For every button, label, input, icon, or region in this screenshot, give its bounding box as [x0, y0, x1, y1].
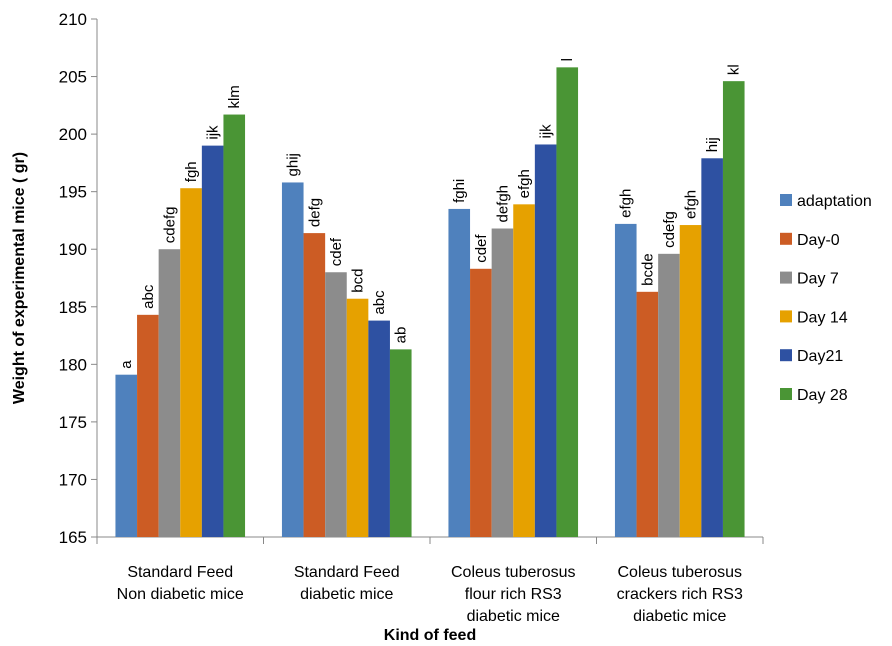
bar-significance-label: cdefg	[161, 207, 178, 244]
bar	[180, 188, 202, 538]
bar-significance-label: ghij	[285, 153, 302, 176]
bar-significance-label: efgh	[683, 190, 700, 219]
bar-significance-label: defgh	[494, 185, 511, 223]
bar	[534, 144, 557, 537]
legend-label: Day 7	[797, 271, 839, 288]
bar-significance-label: bcde	[639, 253, 656, 286]
bar-significance-label: hij	[704, 137, 721, 152]
category-label: Standard Feed	[127, 564, 233, 581]
legend-swatch	[780, 349, 792, 362]
bar-significance-label: abc	[140, 284, 157, 309]
bar	[658, 253, 680, 537]
category-label: Standard Feed	[294, 564, 400, 581]
legend-swatch	[780, 271, 792, 284]
y-tick-label: 170	[59, 470, 87, 489]
bar	[389, 349, 412, 537]
bar	[346, 298, 369, 537]
y-tick-label: 200	[59, 125, 87, 144]
category-label: Coleus tuberosus	[451, 564, 576, 581]
x-axis-title: Kind of feed	[384, 627, 476, 644]
y-tick-label: 165	[59, 528, 87, 547]
bar-significance-label: l	[559, 58, 576, 61]
bar-significance-label: defg	[306, 198, 323, 227]
y-tick-label: 180	[59, 355, 87, 374]
bar-significance-label: fgh	[183, 161, 200, 182]
bar-significance-label: efgh	[516, 169, 533, 198]
y-axis: 165 170 175 180 185 190 195 200 205 210	[59, 10, 98, 547]
bar	[303, 233, 326, 537]
legend-label: adaptation	[797, 193, 872, 210]
x-axis	[96, 536, 764, 544]
bars	[115, 67, 745, 538]
y-tick-label: 195	[59, 183, 87, 202]
bar	[137, 314, 159, 537]
bar	[513, 204, 535, 537]
legend-swatch	[780, 232, 792, 245]
legend-swatch	[780, 194, 792, 206]
bar	[201, 145, 224, 537]
bar	[636, 291, 659, 537]
category-label: diabetic mice	[300, 586, 393, 603]
legend-swatch	[780, 310, 792, 323]
legend-label: Day21	[797, 348, 843, 365]
y-tick-label: 190	[59, 240, 87, 259]
legend-label: Day 28	[797, 387, 848, 404]
bar	[368, 320, 390, 537]
bar	[701, 158, 723, 538]
bar-significance-label: efgh	[618, 189, 635, 218]
bar-significance-label: a	[118, 360, 135, 369]
bar	[223, 114, 246, 537]
y-tick-label: 210	[59, 10, 87, 29]
bar	[722, 81, 745, 537]
legend: adaptation Day-0 Day 7 Day 14 Day21 Day 28	[780, 193, 872, 404]
category-label: crackers rich RS3	[617, 586, 743, 603]
y-tick-label: 185	[59, 298, 87, 317]
category-label: Non diabetic mice	[117, 586, 244, 603]
y-axis-title: Weight of experimental mice ( gr)	[11, 152, 28, 404]
bar	[491, 228, 514, 537]
bar	[158, 249, 181, 537]
category-label: flour rich RS3	[465, 586, 562, 603]
bar	[679, 225, 702, 537]
bar-significance-label: abc	[371, 290, 388, 315]
legend-label: Day-0	[797, 232, 840, 249]
category-label: diabetic mice	[633, 608, 726, 625]
bar-significance-label: cdef	[473, 234, 490, 263]
category-label: diabetic mice	[467, 608, 560, 625]
bar	[614, 223, 637, 538]
category-label: Coleus tuberosus	[617, 564, 742, 581]
bar	[325, 272, 347, 537]
bar	[556, 67, 579, 537]
bar	[448, 208, 471, 537]
bar-significance-label: klm	[226, 85, 243, 108]
bar-significance-label: cdefg	[661, 211, 678, 248]
bar-significance-label: ijk	[205, 125, 222, 140]
y-tick-label: 175	[59, 413, 87, 432]
bar	[281, 182, 304, 538]
bar-significance-label: bcd	[350, 269, 367, 293]
bar-significance-label: kl	[726, 64, 743, 75]
bar	[115, 374, 138, 537]
bar-significance-label: cdef	[328, 237, 345, 266]
category-labels: Standard Feed Non diabetic mice Standard F…	[117, 564, 743, 625]
bar	[470, 268, 492, 537]
bar-significance-label: fghi	[451, 179, 468, 203]
legend-swatch	[780, 388, 792, 400]
bar-significance-label: ijk	[538, 124, 555, 139]
legend-label: Day 14	[797, 309, 848, 326]
bar-significance-label: ab	[393, 327, 410, 344]
y-tick-label: 205	[59, 68, 87, 87]
